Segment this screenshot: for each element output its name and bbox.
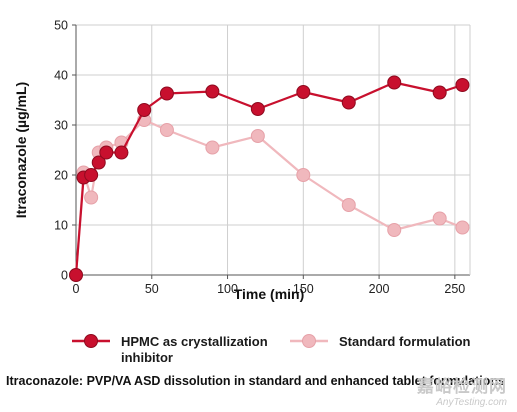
y-axis-title: Itraconazole (µg/mL) (13, 82, 29, 218)
data-point-hpmc (159, 86, 174, 101)
legend-item-hpmc: HPMC as crystallization inhibitor (72, 334, 268, 365)
data-series (69, 75, 470, 282)
dissolution-chart: 0 10 20 30 40 50 0 50 100 150 200 250 Time (min) It… (13, 19, 471, 366)
data-point-hpmc (91, 155, 106, 170)
data-point-hpmc (99, 145, 114, 160)
y-tick-label: 40 (54, 69, 68, 83)
y-tick-label: 10 (54, 219, 68, 233)
data-point-hpmc (296, 85, 311, 99)
data-point-standard (205, 140, 220, 155)
data-point-hpmc (341, 95, 356, 110)
legend-label-hpmc-line1: HPMC as crystallization (121, 334, 268, 349)
y-tick-label: 20 (54, 169, 68, 183)
axes: 0 10 20 30 40 50 0 50 100 150 200 250 (54, 19, 471, 296)
data-point-hpmc (432, 85, 447, 100)
legend-marker-hpmc (84, 334, 98, 348)
data-point-standard (296, 168, 311, 182)
legend: HPMC as crystallization inhibitor Standa… (72, 334, 471, 365)
x-tick-label: 100 (217, 282, 238, 296)
data-point-hpmc (137, 103, 152, 117)
y-tick-label: 0 (61, 269, 68, 283)
legend-marker-standard (302, 334, 316, 348)
y-tick-label: 50 (54, 19, 68, 33)
figure-caption: Itraconazole: PVP/VA ASD dissolution in … (6, 374, 505, 388)
x-tick-label: 50 (145, 282, 159, 296)
data-point-standard (432, 211, 447, 226)
data-point-hpmc (114, 145, 129, 160)
data-point-standard (455, 220, 470, 235)
data-point-hpmc (387, 75, 402, 90)
data-point-hpmc (69, 268, 83, 282)
data-point-standard (387, 223, 402, 237)
gridlines (75, 24, 470, 276)
x-axis-title: Time (min) (234, 286, 305, 302)
data-point-hpmc (84, 168, 99, 182)
x-tick-label: 0 (73, 282, 80, 296)
data-point-hpmc (205, 84, 220, 99)
legend-item-standard: Standard formulation (290, 334, 471, 349)
x-tick-label: 250 (444, 282, 465, 296)
legend-label-hpmc-line2: inhibitor (121, 350, 173, 365)
data-point-hpmc (250, 102, 265, 116)
data-point-standard (84, 190, 99, 205)
y-tick-label: 30 (54, 119, 68, 133)
data-point-standard (159, 123, 174, 137)
data-point-hpmc (455, 78, 470, 92)
x-tick-label: 200 (369, 282, 390, 296)
data-point-standard (250, 129, 265, 143)
x-tick-label: 150 (293, 282, 314, 296)
data-point-standard (341, 198, 356, 212)
legend-label-standard: Standard formulation (339, 334, 471, 349)
watermark-line-2: AnyTesting.com (436, 397, 507, 408)
